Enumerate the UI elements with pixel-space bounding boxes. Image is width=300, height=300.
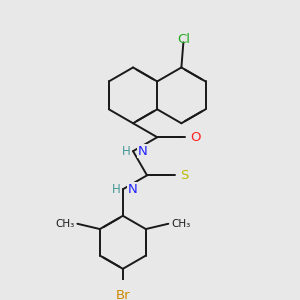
Text: CH₃: CH₃ [171,219,190,229]
Text: CH₃: CH₃ [55,219,74,229]
Text: H: H [122,145,131,158]
Text: O: O [190,131,201,144]
Text: Cl: Cl [177,33,190,46]
Text: N: N [138,145,148,158]
Text: N: N [128,183,138,196]
Text: S: S [180,169,188,182]
Text: H: H [112,183,121,196]
Text: Br: Br [116,289,130,300]
